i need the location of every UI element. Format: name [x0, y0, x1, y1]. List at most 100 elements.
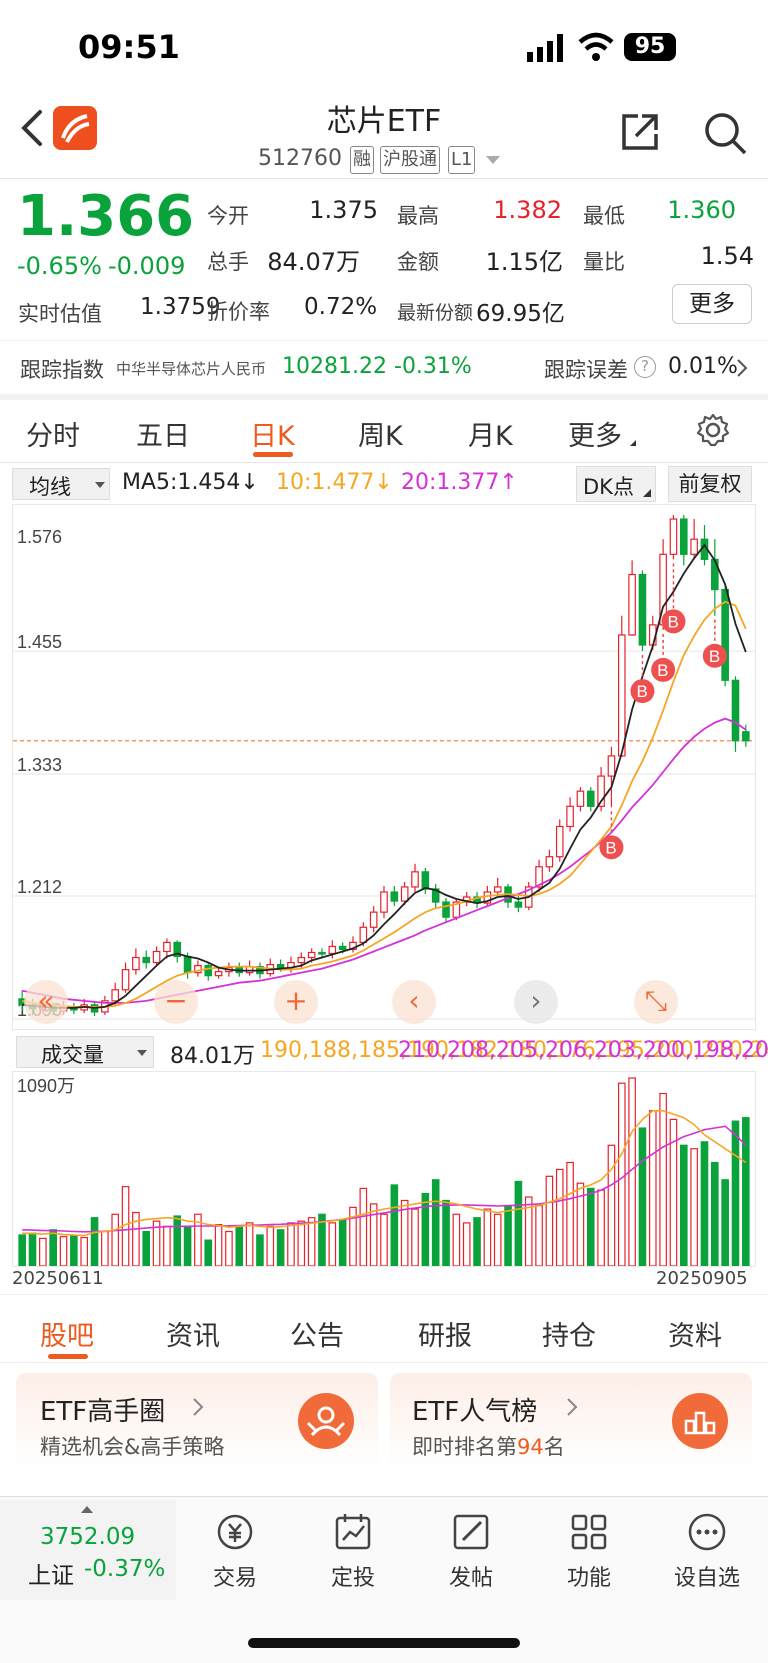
- bottom-nav-item-4[interactable]: 设自选: [652, 1504, 762, 1604]
- ma20-arrow: ↑: [499, 470, 518, 495]
- news-tab-4[interactable]: 持仓: [542, 1321, 596, 1352]
- zoom-out-icon[interactable]: −: [154, 980, 198, 1024]
- tracking-row[interactable]: 跟踪指数 中华半导体芯片人民币 10281.22 -0.31% 跟踪误差 ? 0…: [0, 342, 768, 392]
- volume-bar: [111, 1213, 120, 1267]
- volume-bar: [411, 1208, 419, 1267]
- settings-button[interactable]: [695, 412, 731, 448]
- bottom-nav-item-3[interactable]: 功能: [534, 1504, 644, 1604]
- volume-bar: [597, 1189, 605, 1267]
- bottom-nav-item-1[interactable]: 定投: [298, 1504, 408, 1604]
- news-tab-0[interactable]: 股吧: [40, 1321, 94, 1352]
- news-tab-3[interactable]: 研报: [418, 1321, 472, 1352]
- period-tab-4[interactable]: 月K: [468, 421, 513, 452]
- pan-right-icon[interactable]: ›: [514, 980, 558, 1024]
- shares-value: 69.95亿: [476, 301, 565, 327]
- period-tab-5[interactable]: 更多: [568, 421, 622, 452]
- volume-bar: [690, 1148, 698, 1267]
- candle-body: [586, 790, 595, 807]
- etf-expert-sub: 精选机会&高手策略: [40, 1435, 225, 1459]
- volume-bar: [390, 1184, 399, 1267]
- market-index-widget[interactable]: 3752.09 上证 -0.37%: [0, 1500, 176, 1600]
- pan-left-icon[interactable]: ‹: [392, 980, 436, 1024]
- volume-bar: [648, 1110, 657, 1267]
- ma-selector[interactable]: 均线: [12, 468, 110, 500]
- news-tab-1[interactable]: 资讯: [166, 1321, 220, 1352]
- tabs-divider: [0, 462, 768, 463]
- change-value: -0.009: [108, 252, 186, 280]
- zoom-in-icon[interactable]: +: [274, 980, 318, 1024]
- bottom-nav-item-2[interactable]: 发帖: [416, 1504, 526, 1604]
- volume-selector[interactable]: 成交量: [16, 1036, 154, 1068]
- volume-bar: [163, 1225, 171, 1267]
- adjust-button[interactable]: 前复权: [668, 466, 752, 502]
- volume-bar: [59, 1236, 68, 1267]
- candle-body: [152, 950, 161, 964]
- rank-suffix: 名: [543, 1435, 565, 1459]
- quote-label-1: 最高: [397, 204, 439, 228]
- battery-icon: 95: [624, 33, 676, 61]
- volume-bar: [90, 1217, 99, 1267]
- share-button[interactable]: [618, 110, 662, 154]
- candle-body: [132, 956, 140, 971]
- news-tab-2[interactable]: 公告: [290, 1321, 344, 1352]
- candle-body: [742, 731, 750, 742]
- tracking-error-value: 0.01%: [668, 354, 738, 379]
- candle-body: [442, 901, 450, 918]
- ma20-value: 20:1.377: [401, 470, 500, 495]
- etf-expert-card[interactable]: ETF高手圈 精选机会&高手策略: [16, 1373, 378, 1469]
- volume-bar: [731, 1120, 740, 1267]
- rank-prefix: 即时排名第: [412, 1435, 517, 1459]
- volume-chart[interactable]: 1090万: [13, 1072, 755, 1267]
- tracking-index-change: -0.31%: [394, 354, 472, 379]
- candle-body: [638, 573, 647, 646]
- period-tab-3[interactable]: 周K: [358, 421, 403, 452]
- volume-ma2: 210,208,205,206,203,200,198,200,202,205,…: [398, 1038, 768, 1063]
- volume-bar: [462, 1222, 471, 1267]
- volume-chart-frame[interactable]: 1090万: [12, 1071, 756, 1267]
- wifi-icon: [578, 32, 614, 62]
- active-tab-underline: [253, 452, 293, 457]
- end-date: 20250905: [656, 1268, 748, 1289]
- discount-label: 折价率: [207, 300, 270, 324]
- fullscreen-icon[interactable]: ⤡: [634, 980, 678, 1024]
- level-dropdown-icon[interactable]: [486, 156, 500, 164]
- volume-bar: [711, 1161, 719, 1267]
- caret-down-icon: [137, 1050, 147, 1056]
- ma5-label: MA5:1.454↓: [122, 470, 259, 495]
- help-icon[interactable]: ?: [634, 356, 656, 378]
- margin-tag: 融: [350, 146, 374, 174]
- volume-bar: [173, 1215, 182, 1267]
- volume-bar: [742, 1117, 750, 1267]
- bottom-nav-item-0[interactable]: 交易: [180, 1504, 290, 1604]
- ma10-value: 10:1.477: [276, 470, 375, 495]
- buy-marker: [702, 643, 727, 668]
- volume-bar: [493, 1213, 502, 1267]
- buy-marker: [651, 657, 676, 682]
- volume-bar: [18, 1234, 26, 1267]
- more-dots-icon: [685, 1510, 729, 1554]
- y-tick-label: 1.576: [17, 527, 62, 547]
- period-tab-2[interactable]: 日K: [250, 421, 295, 452]
- volume-bar: [276, 1229, 285, 1267]
- period-tab-0[interactable]: 分时: [26, 421, 80, 452]
- signal-icon: [527, 34, 567, 62]
- candle-body: [359, 926, 368, 943]
- volume-bar: [256, 1234, 264, 1267]
- etf-ranking-card[interactable]: ETF人气榜 即时排名第94名: [390, 1373, 752, 1469]
- back-button[interactable]: [14, 108, 50, 148]
- quote-label-2: 最低: [583, 204, 625, 228]
- more-button[interactable]: 更多: [672, 284, 752, 324]
- news-tab-5[interactable]: 资料: [668, 1321, 722, 1352]
- volume-max-label: 1090万: [17, 1076, 75, 1096]
- period-tab-1[interactable]: 五日: [136, 421, 190, 452]
- bottom-divider: [0, 1496, 768, 1497]
- search-button[interactable]: [702, 110, 748, 156]
- candle-body: [628, 573, 636, 636]
- candle-body: [607, 755, 616, 777]
- index-value: 3752.09: [40, 1524, 136, 1550]
- ma10-line: [22, 600, 747, 1008]
- fast-back-icon[interactable]: «: [24, 980, 68, 1024]
- dk-point-button[interactable]: DK点: [576, 466, 656, 502]
